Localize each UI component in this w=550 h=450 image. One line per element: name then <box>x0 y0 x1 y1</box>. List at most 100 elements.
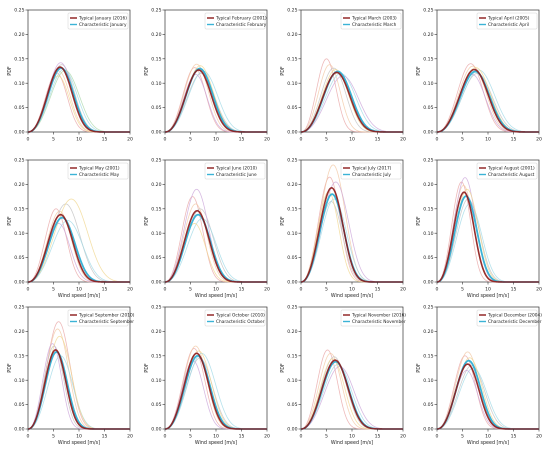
x-tick-label: 0 <box>436 137 439 143</box>
x-tick-label: 10 <box>76 137 82 143</box>
legend-label: Characteristic February <box>216 22 267 28</box>
y-tick-label: 0.25 <box>287 8 297 14</box>
legend-label: Typical September (2010) <box>78 313 135 319</box>
x-axis-label: Wind speed [m/s] <box>195 293 237 299</box>
y-tick-label: 0.00 <box>151 130 161 136</box>
y-tick-label: 0.15 <box>423 206 433 212</box>
y-tick-label: 0.00 <box>151 427 161 433</box>
legend-box <box>204 162 266 180</box>
x-axis-label: Wind speed [m/s] <box>331 293 373 299</box>
y-tick-label: 0.20 <box>287 32 297 38</box>
x-tick-label: 20 <box>400 137 406 143</box>
legend-label: Typical February (2001) <box>215 16 267 22</box>
y-tick-label: 0.20 <box>14 32 24 38</box>
x-tick-label: 10 <box>485 434 491 440</box>
legend: Typical May (2001)Characteristic May <box>67 162 129 180</box>
legend: Typical September (2010)Characteristic S… <box>67 309 135 327</box>
x-tick-label: 0 <box>164 287 167 293</box>
x-axis-label: Wind speed [m/s] <box>58 440 100 446</box>
y-axis-label: PDF <box>416 66 422 76</box>
x-tick-label: 10 <box>485 137 491 143</box>
y-tick-label: 0.10 <box>151 81 161 87</box>
y-tick-label: 0.20 <box>423 329 433 335</box>
x-axis-label: Wind speed [m/s] <box>331 440 373 446</box>
y-tick-label: 0.20 <box>14 329 24 335</box>
y-tick-label: 0.25 <box>14 158 24 164</box>
y-tick-label: 0.15 <box>14 206 24 212</box>
legend-label: Typical May (2001) <box>78 166 120 172</box>
x-tick-label: 0 <box>164 434 167 440</box>
x-tick-label: 5 <box>325 137 328 143</box>
x-tick-label: 20 <box>127 287 133 293</box>
x-tick-label: 0 <box>27 434 30 440</box>
x-tick-label: 10 <box>213 137 219 143</box>
typical-curve <box>164 352 267 430</box>
y-tick-label: 0.10 <box>287 81 297 87</box>
x-tick-label: 0 <box>436 434 439 440</box>
y-tick-label: 0.05 <box>287 105 297 111</box>
y-axis-label: PDF <box>416 363 422 373</box>
x-tick-label: 5 <box>461 287 464 293</box>
typical-curve <box>300 186 403 283</box>
year-curve <box>27 198 130 283</box>
y-tick-label: 0.00 <box>287 280 297 286</box>
y-tick-label: 0.05 <box>151 105 161 111</box>
y-tick-label: 0.05 <box>287 402 297 408</box>
legend-label: Typical June (2010) <box>215 166 257 172</box>
x-tick-label: 20 <box>536 287 542 293</box>
typical-curve <box>436 363 539 430</box>
y-tick-label: 0.15 <box>151 56 161 62</box>
legend-label: Characteristic May <box>79 172 120 178</box>
y-tick-label: 0.10 <box>151 231 161 237</box>
legend-label: Typical December (2004) <box>487 313 542 319</box>
x-tick-label: 5 <box>189 137 192 143</box>
legend: Typical March (2003)Characteristic March <box>340 12 402 30</box>
y-tick-label: 0.00 <box>14 427 24 433</box>
x-tick-label: 5 <box>461 434 464 440</box>
legend-box <box>67 309 129 327</box>
x-axis-label: Wind speed [m/s] <box>195 440 237 446</box>
legend-box <box>204 309 266 327</box>
x-tick-label: 5 <box>189 434 192 440</box>
x-tick-label: 15 <box>239 434 245 440</box>
x-tick-label: 20 <box>536 434 542 440</box>
y-tick-label: 0.15 <box>14 56 24 62</box>
legend: Typical April (2005)Characteristic April <box>476 12 538 30</box>
y-tick-label: 0.05 <box>423 105 433 111</box>
x-tick-label: 15 <box>511 287 517 293</box>
x-tick-label: 15 <box>375 137 381 143</box>
legend-label: Characteristic April <box>488 22 529 28</box>
legend: Typical January (2016)Characteristic Jan… <box>67 12 129 30</box>
x-tick-label: 20 <box>264 434 270 440</box>
x-tick-label: 0 <box>300 434 303 440</box>
typical-curve <box>27 213 130 283</box>
x-tick-label: 10 <box>76 287 82 293</box>
y-tick-label: 0.05 <box>14 402 24 408</box>
y-tick-label: 0.25 <box>14 8 24 14</box>
y-tick-label: 0.25 <box>287 305 297 311</box>
y-tick-label: 0.15 <box>287 353 297 359</box>
legend-box <box>476 162 538 180</box>
typical-curve <box>436 68 539 133</box>
y-tick-label: 0.05 <box>14 255 24 261</box>
x-tick-label: 10 <box>349 287 355 293</box>
x-axis-label: Wind speed [m/s] <box>467 440 509 446</box>
x-tick-label: 5 <box>52 434 55 440</box>
legend-label: Characteristic July <box>352 172 391 178</box>
y-tick-label: 0.15 <box>423 56 433 62</box>
x-tick-label: 5 <box>189 287 192 293</box>
y-tick-label: 0.05 <box>423 255 433 261</box>
x-tick-label: 10 <box>349 137 355 143</box>
y-tick-label: 0.05 <box>287 255 297 261</box>
y-tick-label: 0.00 <box>151 280 161 286</box>
y-axis-label: PDF <box>280 363 286 373</box>
x-tick-label: 5 <box>52 287 55 293</box>
y-tick-label: 0.20 <box>151 182 161 188</box>
subplot-june: 0 5 10 15 20 0.00 0.05 0.10 0.15 0.20 0.25 PDF Wind … <box>144 158 270 299</box>
y-tick-label: 0.25 <box>423 158 433 164</box>
y-tick-label: 0.10 <box>14 81 24 87</box>
y-tick-label: 0.10 <box>14 231 24 237</box>
legend-label: Characteristic October <box>216 319 265 325</box>
legend-box <box>340 12 402 30</box>
